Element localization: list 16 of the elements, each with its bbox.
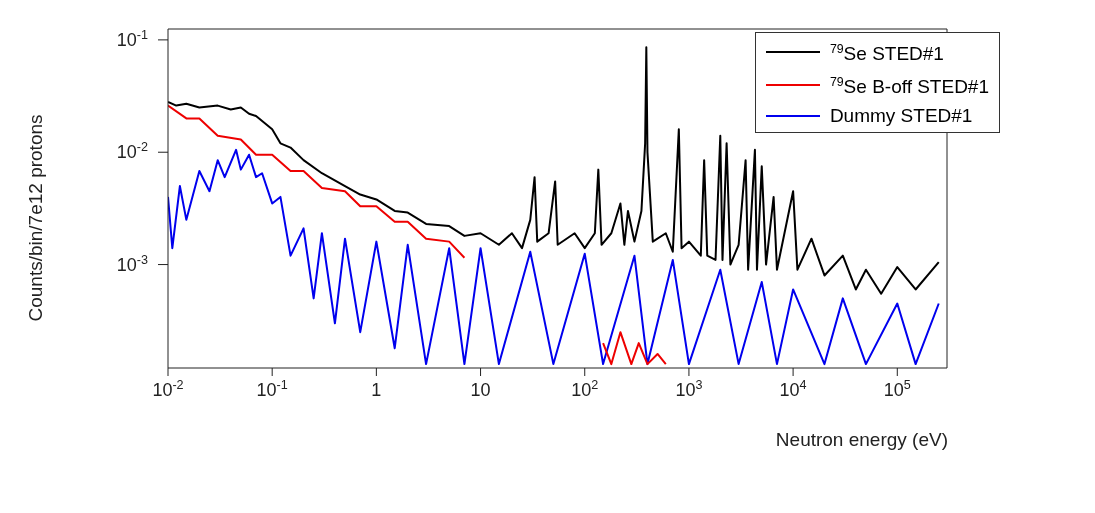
x-axis-title: Neutron energy (eV): [775, 429, 948, 450]
x-tick-label: 10: [470, 380, 491, 400]
x-tick-label: 1: [371, 380, 382, 400]
x-tick-label: 10$^{3}$: [675, 378, 703, 400]
x-tick-label: 10$^{2}$: [571, 378, 599, 400]
x-tick-label: 10$^{-1}$: [256, 378, 288, 400]
x-tick-label: 10$^{-2}$: [152, 378, 184, 400]
x-tick-label: 10$^{4}$: [779, 378, 807, 400]
legend-label: Dummy STED#1: [829, 104, 973, 126]
x-tick-label: 10$^{5}$: [883, 378, 911, 400]
legend-label: $^{79}$Se STED#1: [829, 42, 944, 65]
y-axis-title: Counts/bin/7e12 protons: [25, 114, 46, 322]
y-tick-label: 10$^{-3}$: [116, 252, 148, 275]
legend-label: $^{79}$Se B-off STED#1: [829, 75, 989, 98]
y-tick-label: 10$^{-2}$: [116, 140, 148, 163]
y-tick-label: 10$^{-1}$: [116, 27, 148, 50]
